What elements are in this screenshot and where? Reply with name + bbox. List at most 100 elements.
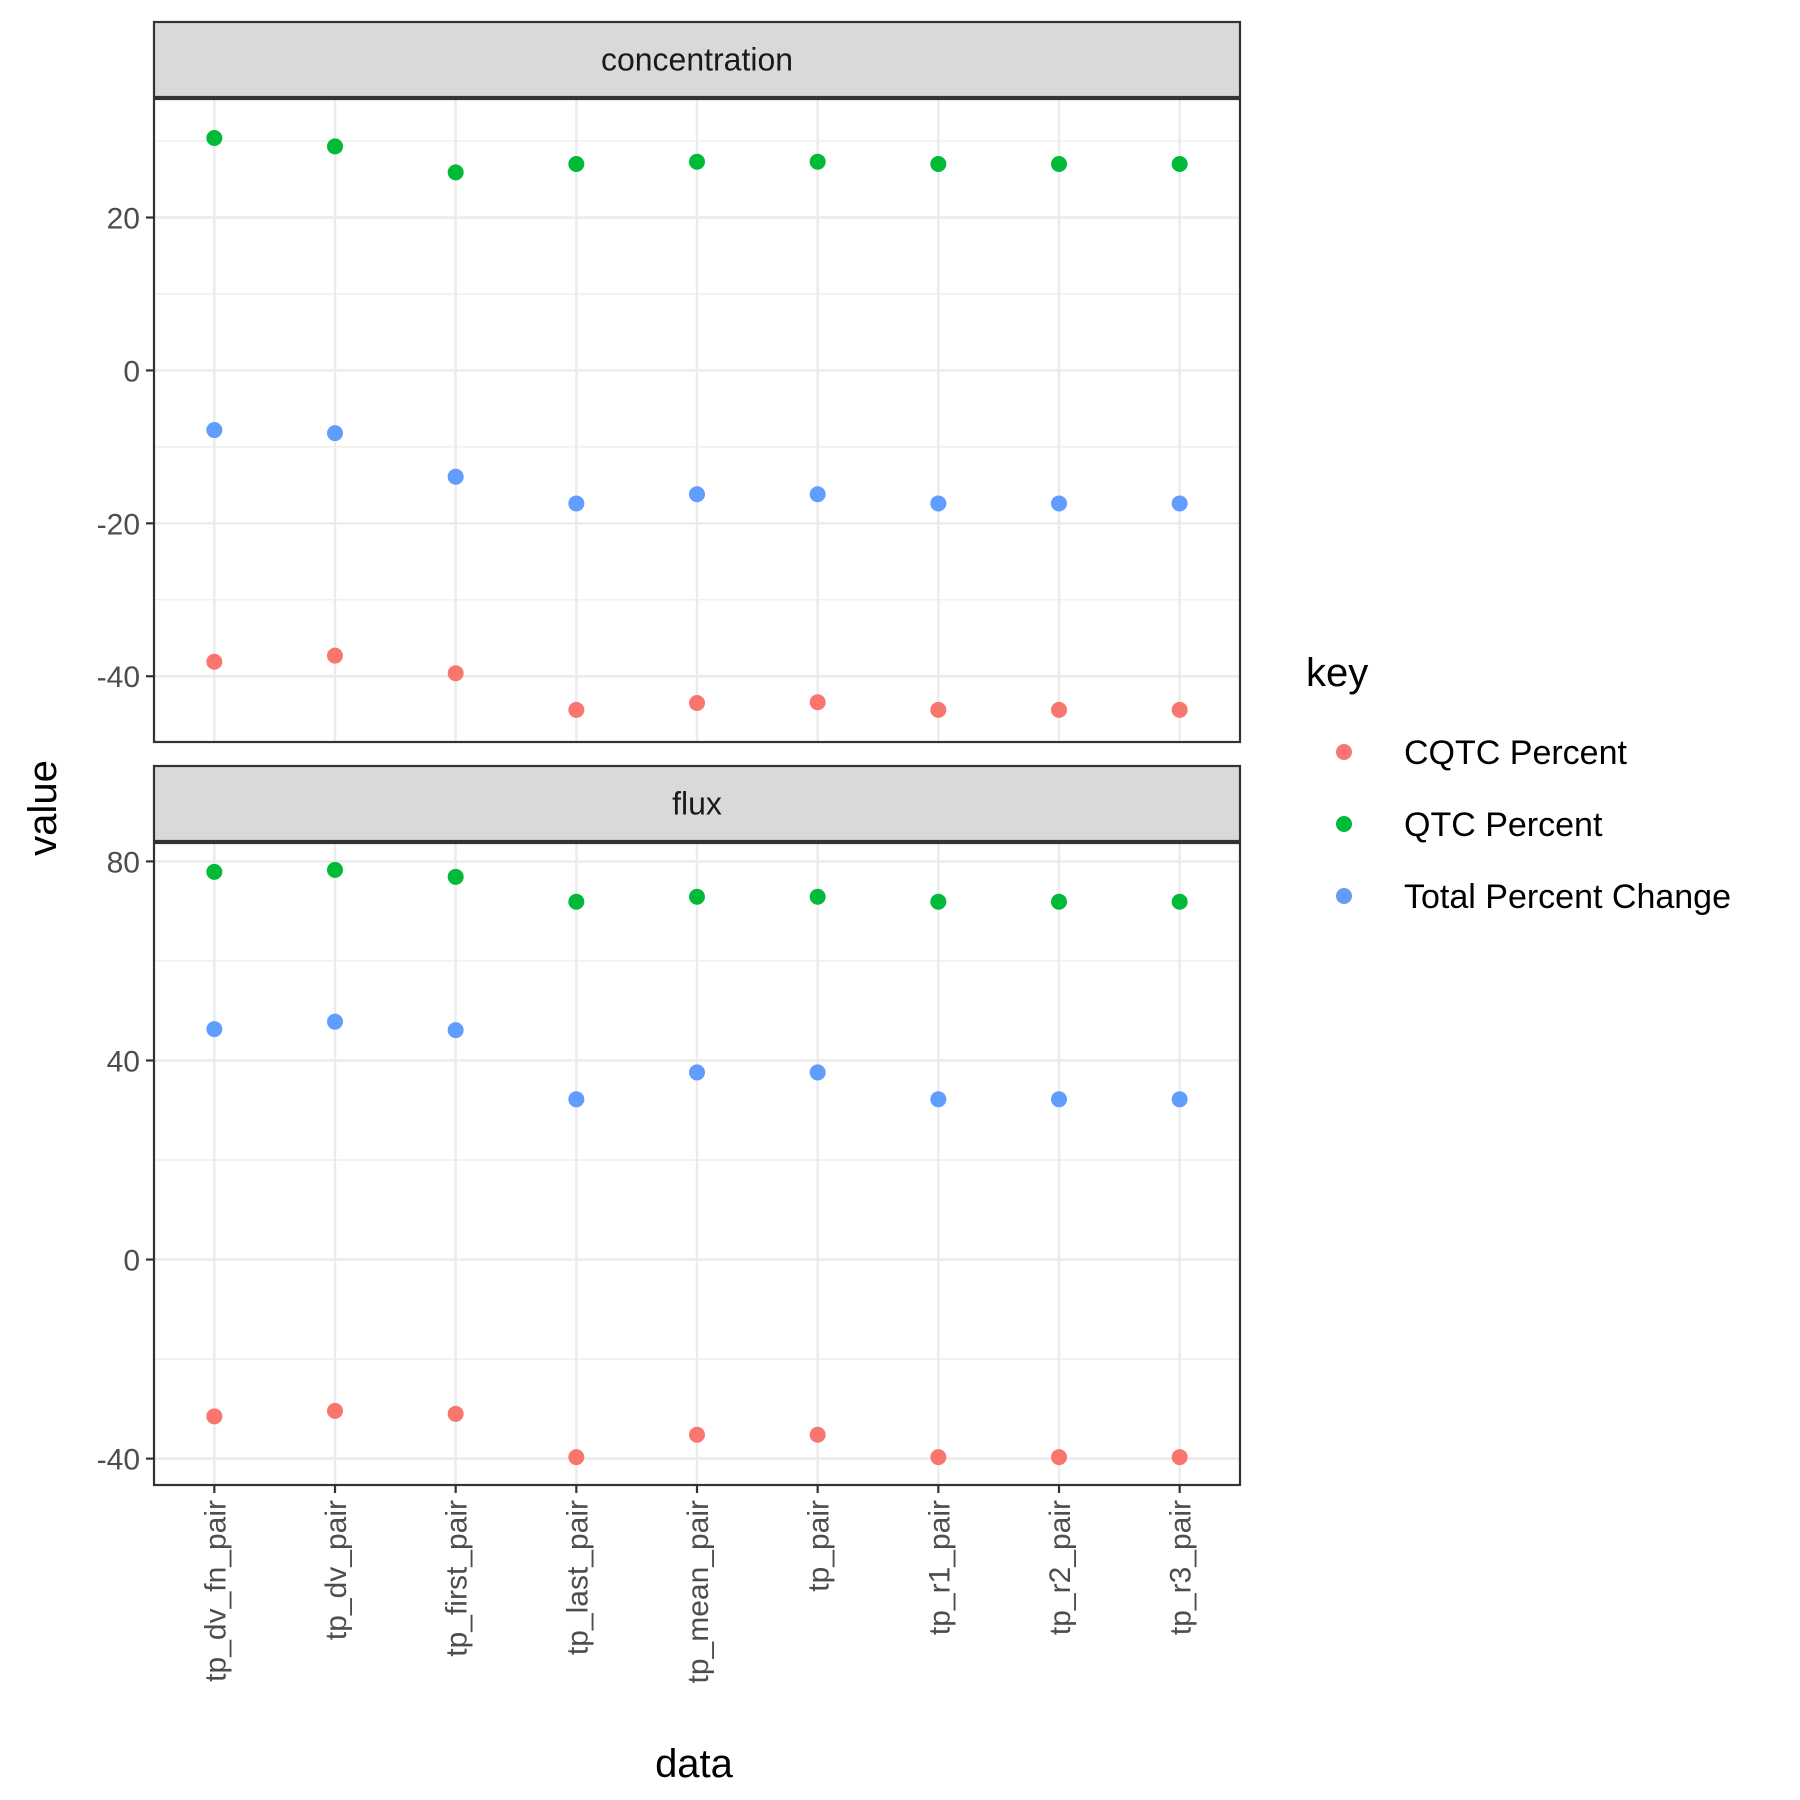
x-tick-label: tp_pair xyxy=(803,1500,836,1592)
y-axis-title: value xyxy=(21,760,65,856)
legend-key xyxy=(1336,816,1352,832)
y-tick-label: 40 xyxy=(107,1045,140,1078)
series-cqtc-percent xyxy=(206,1402,1188,1466)
data-point xyxy=(327,138,343,155)
data-point xyxy=(689,888,705,905)
y-tick-label: -40 xyxy=(97,661,140,694)
data-point xyxy=(930,495,947,512)
data-point xyxy=(689,1426,705,1443)
data-point xyxy=(1171,1449,1188,1466)
facet-panels: concentration 20 0 -20 -40 flux 80 40 0 -40 xyxy=(97,20,1242,1487)
y-tick-label: -40 xyxy=(97,1444,140,1477)
legend-key xyxy=(1336,744,1352,760)
data-point xyxy=(568,495,585,512)
legend: key CQTC Percent QTC Percent Total Percent… xyxy=(1306,651,1731,916)
y-tick-label: 20 xyxy=(107,203,140,236)
x-tick-label: tp_last_pair xyxy=(561,1500,594,1655)
legend-label: QTC Percent xyxy=(1404,806,1603,844)
data-point xyxy=(1051,1449,1067,1466)
data-point xyxy=(1051,155,1067,172)
data-point xyxy=(689,695,705,712)
data-point xyxy=(1171,155,1188,172)
data-point xyxy=(1051,495,1067,512)
data-point xyxy=(689,486,705,503)
data-point xyxy=(930,1449,947,1466)
y-tick-label: 80 xyxy=(107,846,140,879)
data-point xyxy=(327,1402,343,1419)
data-point xyxy=(689,153,705,170)
x-axis-title: data xyxy=(655,1742,734,1786)
data-point xyxy=(1171,701,1188,718)
data-point xyxy=(809,888,826,905)
legend-label: CQTC Percent xyxy=(1404,734,1627,772)
legend-key xyxy=(1336,888,1352,904)
legend-item-qtc-percent: QTC Percent xyxy=(1336,806,1603,844)
facet-strip xyxy=(152,764,1242,843)
series-qtc-percent xyxy=(206,861,1188,910)
data-point xyxy=(809,486,826,503)
data-point xyxy=(206,1021,223,1038)
data-point xyxy=(1171,1091,1188,1108)
data-point xyxy=(809,1426,826,1443)
data-point xyxy=(568,1449,585,1466)
series-total-percent-change xyxy=(206,1013,1188,1108)
facet-strip-label: flux xyxy=(672,786,722,822)
data-point xyxy=(809,1064,826,1081)
series-qtc-percent xyxy=(206,129,1188,181)
data-point xyxy=(1051,1091,1067,1108)
facet-strip xyxy=(152,20,1242,99)
data-point xyxy=(327,647,343,664)
x-axis: tp_dv_fn_pair tp_dv_pair tp_first_pair tp_l… xyxy=(199,1485,1198,1683)
y-tick-label: -20 xyxy=(97,508,140,541)
x-tick-label: tp_r1_pair xyxy=(923,1500,956,1635)
data-point xyxy=(447,1022,464,1039)
series-total-percent-change xyxy=(206,422,1188,512)
facet-strip-label: concentration xyxy=(601,42,793,78)
data-point xyxy=(689,1064,705,1081)
legend-item-total-percent-change: Total Percent Change xyxy=(1336,878,1731,916)
data-point xyxy=(447,868,464,885)
x-tick-label: tp_r2_pair xyxy=(1044,1500,1077,1635)
data-point xyxy=(447,468,464,485)
legend-label: Total Percent Change xyxy=(1404,878,1731,916)
data-point xyxy=(447,164,464,181)
data-point xyxy=(930,893,947,910)
data-point xyxy=(809,694,826,711)
data-point xyxy=(930,1091,947,1108)
data-point xyxy=(568,893,585,910)
x-tick-label: tp_dv_fn_pair xyxy=(199,1500,232,1682)
legend-item-cqtc-percent: CQTC Percent xyxy=(1336,734,1627,772)
x-tick-label: tp_mean_pair xyxy=(682,1500,715,1683)
data-point xyxy=(1171,495,1188,512)
data-point xyxy=(327,425,343,442)
data-point xyxy=(206,863,223,880)
data-point xyxy=(568,1091,585,1108)
data-point xyxy=(1051,893,1067,910)
data-point xyxy=(327,861,343,878)
series-cqtc-percent xyxy=(206,647,1188,718)
facet-panel-flux: flux 80 40 0 -40 xyxy=(97,764,1242,1487)
data-point xyxy=(206,1408,223,1425)
data-point xyxy=(1051,701,1067,718)
data-point xyxy=(447,665,464,682)
data-point xyxy=(206,129,223,146)
x-tick-label: tp_r3_pair xyxy=(1165,1500,1198,1635)
data-point xyxy=(1171,893,1188,910)
panel-border xyxy=(152,97,1242,744)
data-point xyxy=(206,422,223,439)
data-point xyxy=(327,1013,343,1030)
x-tick-label: tp_first_pair xyxy=(441,1500,474,1657)
legend-title: key xyxy=(1306,651,1368,695)
y-tick-label: 0 xyxy=(123,1245,140,1278)
y-tick-label: 0 xyxy=(123,355,140,388)
data-point xyxy=(568,155,585,172)
x-tick-label: tp_dv_pair xyxy=(320,1500,353,1640)
data-point xyxy=(568,701,585,718)
data-point xyxy=(206,653,223,670)
data-point xyxy=(447,1405,464,1422)
data-point xyxy=(930,155,947,172)
data-point xyxy=(930,701,947,718)
data-point xyxy=(809,153,826,170)
facet-panel-concentration: concentration 20 0 -20 -40 xyxy=(97,20,1242,744)
